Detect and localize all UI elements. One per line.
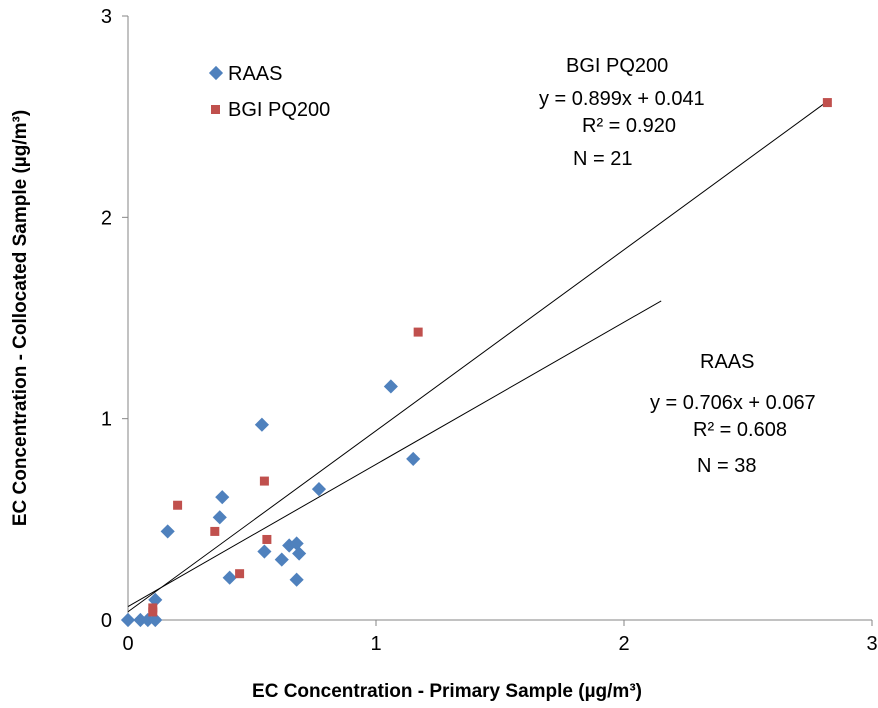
y-tick-label-0: 0: [101, 610, 112, 632]
point-raas-11: [274, 552, 289, 567]
point-bgi-3: [210, 526, 220, 536]
point-bgi-2: [173, 500, 183, 510]
bgi-annotation: BGI PQ200 y = 0.899x + 0.041 R² = 0.920 …: [539, 55, 705, 170]
trendline-raas: [127, 300, 662, 607]
x-tick-label-3: 3: [866, 633, 877, 655]
point-raas-3: [148, 612, 163, 628]
y-tick-label-1: 1: [101, 409, 112, 431]
point-raas-9: [254, 417, 269, 432]
x-tick-label-2: 2: [618, 633, 629, 655]
raas-annotation-equation: y = 0.706x + 0.067: [650, 392, 816, 414]
point-bgi-7: [413, 327, 423, 337]
point-raas-5: [160, 524, 175, 539]
point-bgi-5: [259, 476, 269, 486]
legend-marker-raas: [208, 65, 224, 81]
legend-label-raas: RAAS: [228, 63, 282, 85]
point-raas-10: [257, 544, 272, 559]
point-raas-8: [222, 570, 237, 585]
point-raas-6: [212, 510, 227, 525]
trendline-bgi: [127, 100, 828, 613]
bgi-annotation-title: BGI PQ200: [566, 55, 668, 77]
point-raas-17: [383, 379, 398, 394]
bgi-annotation-equation: y = 0.899x + 0.041: [539, 88, 705, 110]
bgi-annotation-n: N = 21: [573, 148, 632, 170]
point-bgi-1: [148, 603, 158, 613]
legend-label-bgi: BGI PQ200: [228, 99, 330, 121]
point-raas-2: [140, 612, 155, 628]
y-tick-label-3: 3: [101, 6, 112, 28]
tick-label-group: 0 1 2 3 0 1 2 3: [101, 6, 878, 655]
point-raas-4: [148, 592, 163, 607]
x-tick-label-1: 1: [370, 633, 381, 655]
raas-annotation-title: RAAS: [700, 351, 754, 373]
raas-annotation-r2: R² = 0.608: [693, 419, 787, 441]
bgi-annotation-r2: R² = 0.920: [582, 115, 676, 137]
point-raas-1: [133, 612, 148, 628]
point-raas-13: [289, 536, 304, 551]
raas-annotation-n: N = 38: [697, 455, 756, 477]
point-raas-14: [292, 546, 307, 561]
raas-annotation: RAAS y = 0.706x + 0.067 R² = 0.608 N = 3…: [650, 351, 816, 477]
trendline-group: [127, 100, 828, 613]
point-raas-18: [406, 451, 421, 467]
point-bgi-8: [822, 98, 832, 108]
point-group: [120, 98, 832, 628]
point-raas-7: [215, 490, 230, 505]
legend-marker-bgi: [211, 105, 220, 114]
point-bgi-6: [262, 534, 272, 544]
x-axis-title: EC Concentration - Primary Sample (µg/m³…: [252, 681, 642, 702]
point-bgi-4: [235, 569, 245, 579]
y-tick-label-2: 2: [101, 207, 112, 229]
point-raas-0: [120, 612, 136, 628]
point-raas-16: [311, 482, 327, 497]
x-tick-label-0: 0: [122, 633, 133, 655]
y-axis-title: EC Concentration - Collocated Sample (µg…: [10, 110, 31, 526]
point-raas-15: [289, 572, 304, 587]
legend: RAAS BGI PQ200: [208, 63, 330, 121]
